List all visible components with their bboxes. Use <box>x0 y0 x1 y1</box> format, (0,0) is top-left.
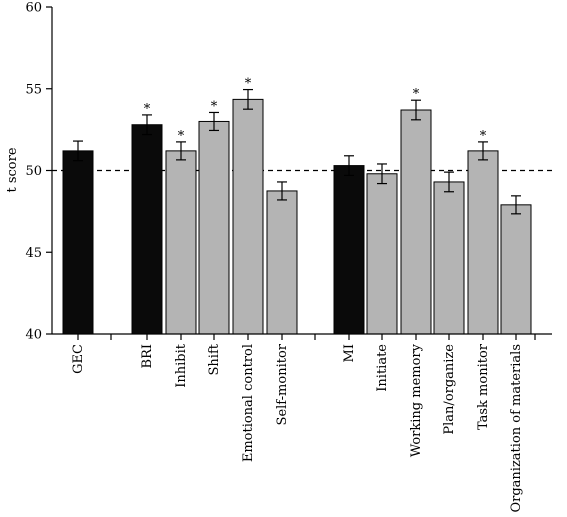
bar-bri <box>131 124 163 335</box>
bar-shift <box>198 120 230 335</box>
significance-marker: * <box>178 129 185 144</box>
bar-organization-of-materials <box>500 204 532 335</box>
bar-self-monitor <box>266 190 298 335</box>
error-bar <box>511 195 521 215</box>
significance-marker: * <box>144 102 151 117</box>
bars-group: * * * * * * <box>62 77 532 335</box>
x-tick-label: Task monitor <box>476 343 491 430</box>
x-axis: GEC BRI Inhibit Shift Emotional control Self-… <box>52 333 552 513</box>
x-tick-label: Emotional control <box>241 344 256 462</box>
y-tick-label: 55 <box>25 82 42 97</box>
x-tick-label: Working memory <box>409 343 424 457</box>
error-bar <box>377 163 387 185</box>
y-tick-label: 40 <box>25 328 42 343</box>
significance-marker: * <box>211 99 218 114</box>
bar-gec <box>62 150 94 335</box>
bar-emotional-control <box>232 98 264 335</box>
bar-mi <box>333 165 365 335</box>
error-bar <box>243 88 253 110</box>
x-tick-label: Organization of materials <box>509 344 524 513</box>
y-axis: 40 45 50 55 60 <box>25 1 53 343</box>
bar-initiate <box>366 173 398 335</box>
y-tick-label: 50 <box>25 164 42 179</box>
error-bar <box>209 111 219 132</box>
x-tick-label: MI <box>342 344 357 362</box>
y-axis-title: t score <box>5 147 20 192</box>
y-tick-label: 60 <box>25 1 42 16</box>
bar-working-memory <box>400 109 432 335</box>
x-tick-label: BRI <box>140 344 155 368</box>
x-tick-label: GEC <box>71 344 86 374</box>
x-tick-label: Self-monitor <box>275 343 290 425</box>
error-bar <box>444 171 454 193</box>
significance-marker: * <box>413 87 420 102</box>
bar-inhibit <box>165 150 197 335</box>
significance-marker: * <box>480 129 487 144</box>
error-bar <box>411 99 421 121</box>
bar-task-monitor <box>467 150 499 335</box>
error-bar <box>142 114 152 136</box>
error-bar <box>344 155 354 177</box>
error-bar <box>277 181 287 201</box>
error-bar <box>73 140 83 162</box>
x-tick-label: Initiate <box>375 344 390 392</box>
error-bar <box>176 141 186 161</box>
x-tick-label: Shift <box>207 343 222 375</box>
error-bar <box>478 141 488 161</box>
y-tick-label: 45 <box>25 246 42 261</box>
x-tick-label: Plan/organize <box>442 344 457 435</box>
x-tick-label: Inhibit <box>174 343 189 388</box>
significance-marker: * <box>245 77 252 92</box>
bar-plan-organize <box>433 181 465 335</box>
